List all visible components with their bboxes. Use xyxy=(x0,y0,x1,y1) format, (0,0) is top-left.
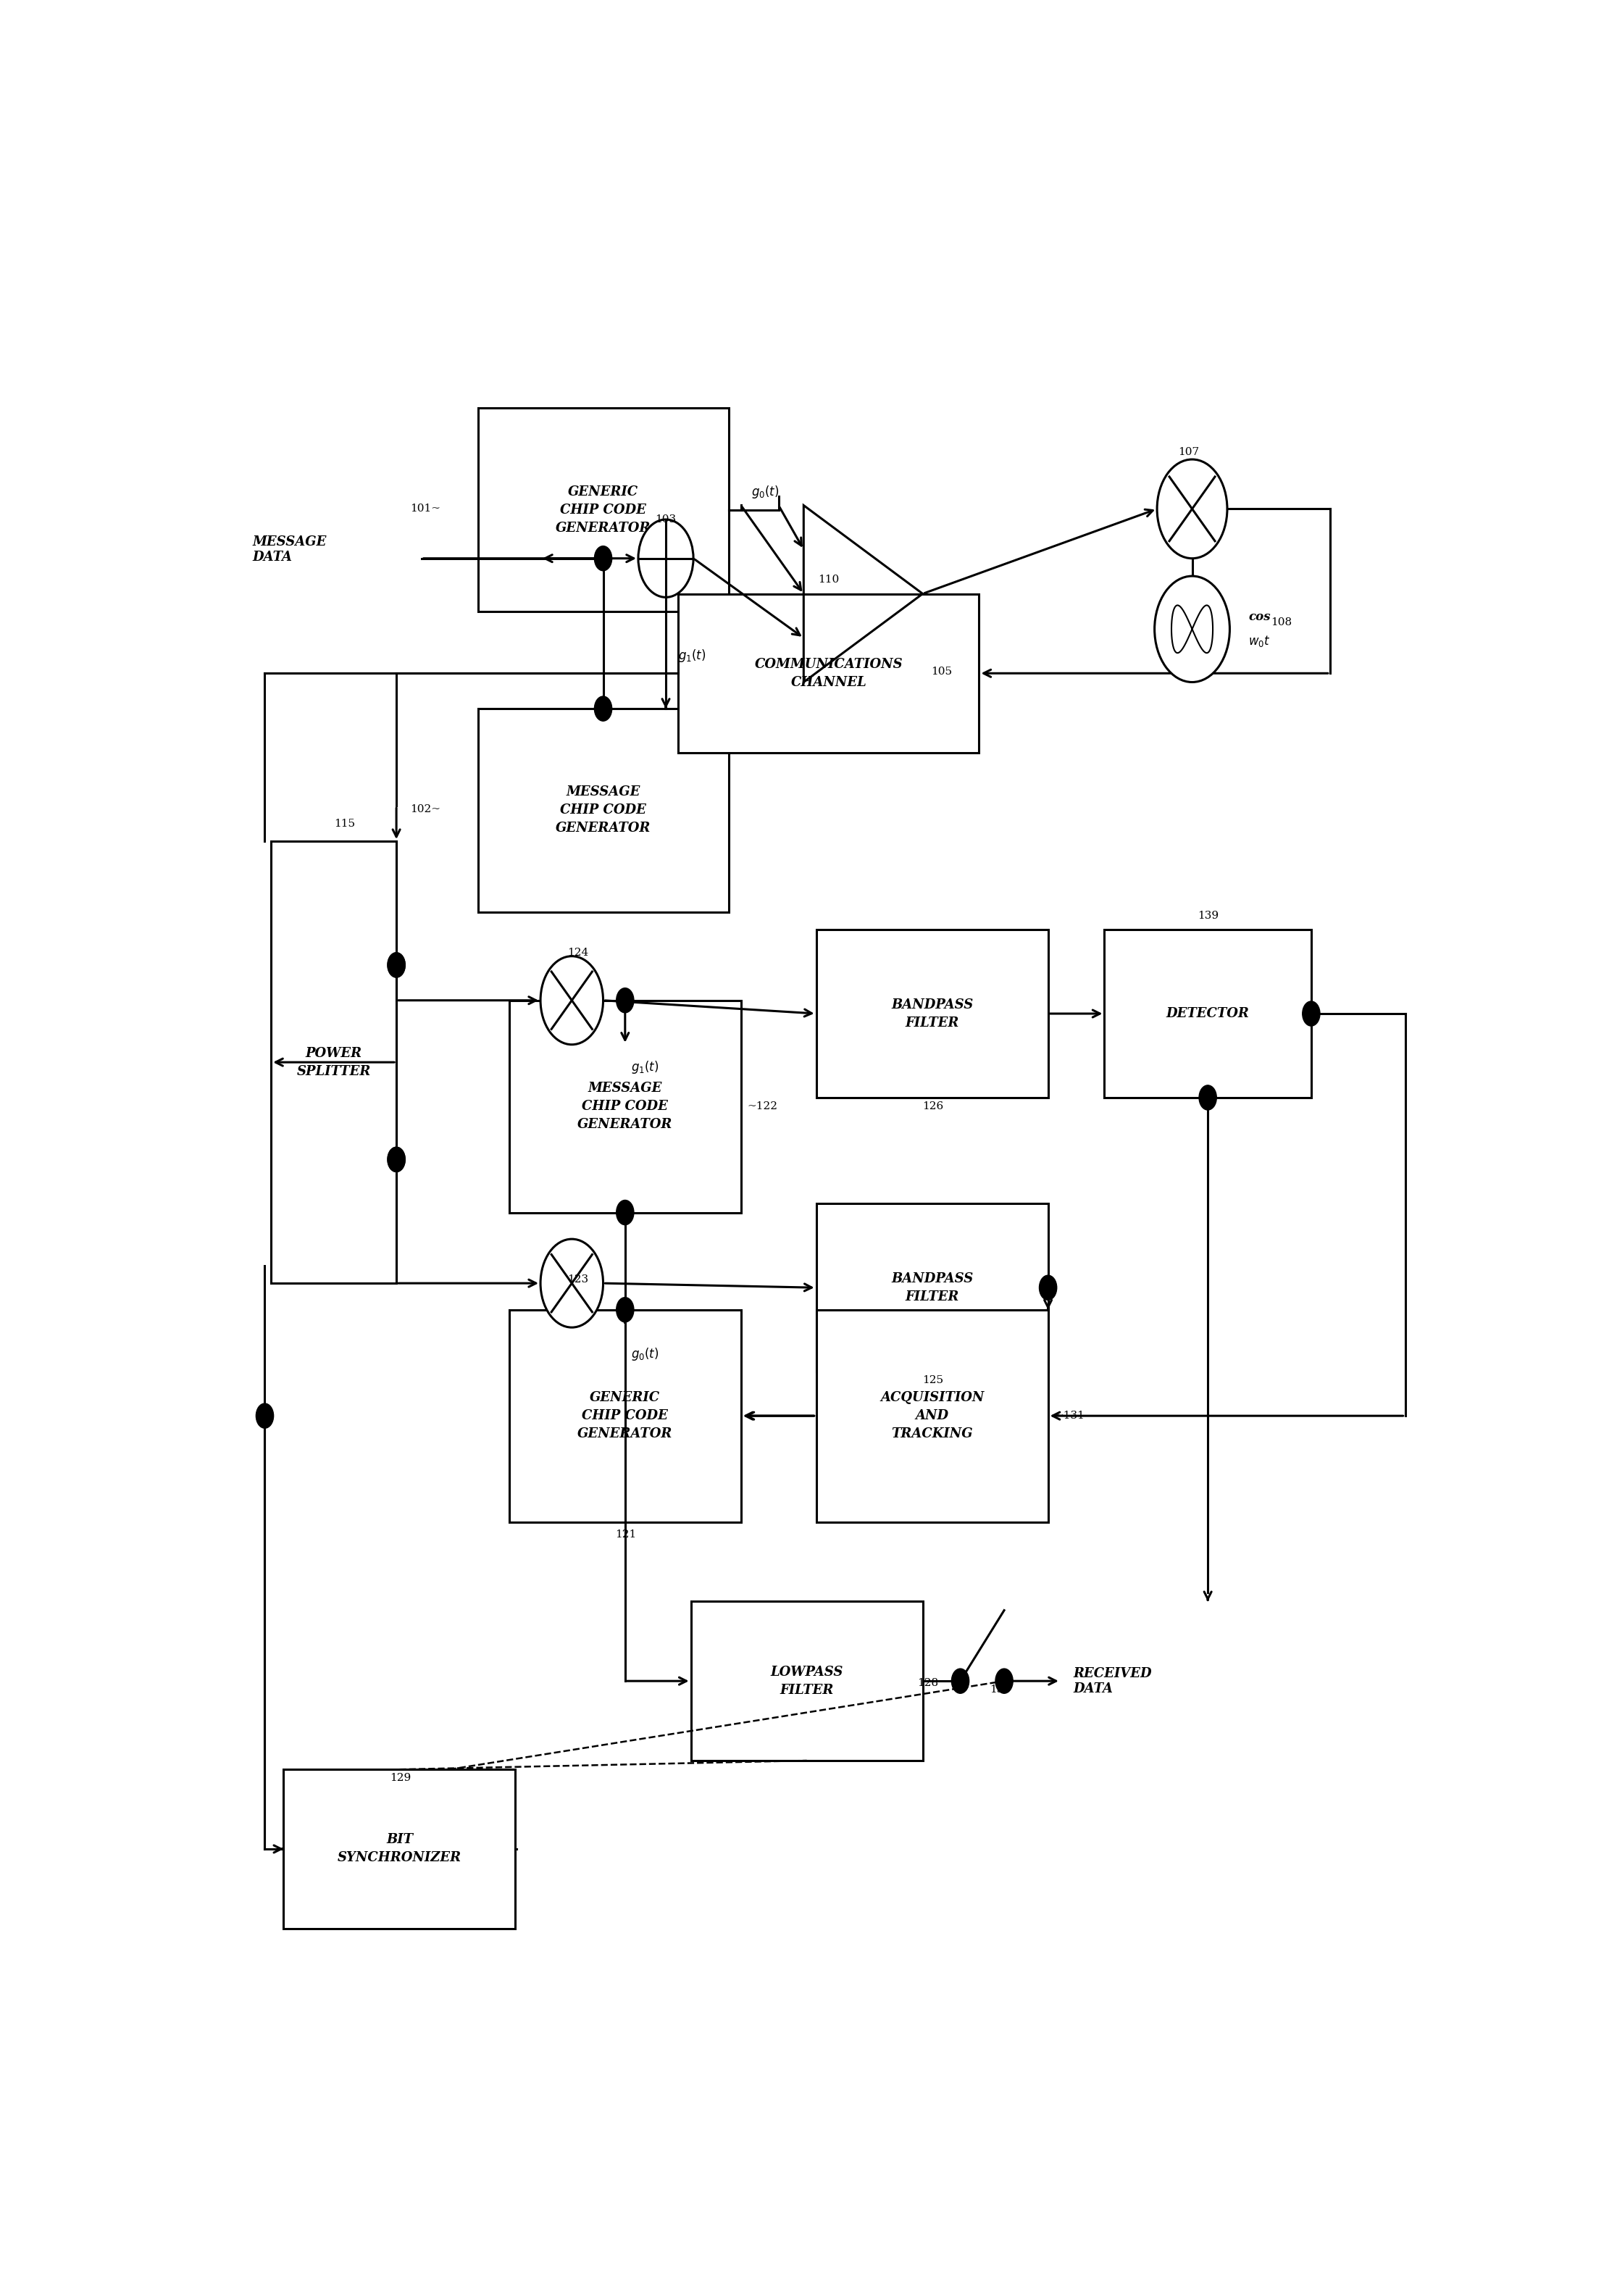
Bar xyxy=(817,1309,1048,1522)
Text: 105: 105 xyxy=(931,666,952,677)
Text: ACQUISITION
AND
TRACKING: ACQUISITION AND TRACKING xyxy=(880,1391,985,1440)
Text: DETECTOR: DETECTOR xyxy=(1166,1008,1250,1019)
Circle shape xyxy=(639,519,694,597)
Text: GENERIC
CHIP CODE
GENERATOR: GENERIC CHIP CODE GENERATOR xyxy=(556,484,650,535)
Text: $g_0(t)$: $g_0(t)$ xyxy=(750,484,779,501)
Text: MESSAGE
DATA: MESSAGE DATA xyxy=(252,535,327,563)
Bar xyxy=(1104,930,1311,1097)
Circle shape xyxy=(1302,1001,1319,1026)
Text: 110: 110 xyxy=(818,574,839,585)
Text: 126: 126 xyxy=(922,1102,943,1111)
Text: 107: 107 xyxy=(1177,448,1198,457)
Text: 139: 139 xyxy=(1198,912,1219,921)
Circle shape xyxy=(388,1148,406,1171)
Circle shape xyxy=(388,953,406,978)
Circle shape xyxy=(996,1669,1012,1694)
Circle shape xyxy=(1158,459,1227,558)
Bar xyxy=(817,1203,1048,1371)
Circle shape xyxy=(540,955,603,1045)
Circle shape xyxy=(388,953,406,978)
Circle shape xyxy=(951,1669,969,1694)
Text: BANDPASS
FILTER: BANDPASS FILTER xyxy=(891,1272,973,1304)
Text: $g_0(t)$: $g_0(t)$ xyxy=(631,1345,660,1362)
Text: 121: 121 xyxy=(614,1529,637,1538)
Text: RECEIVED
DATA: RECEIVED DATA xyxy=(1074,1667,1151,1694)
Text: 102~: 102~ xyxy=(409,804,440,815)
Text: ~122: ~122 xyxy=(747,1102,778,1111)
Text: MESSAGE
CHIP CODE
GENERATOR: MESSAGE CHIP CODE GENERATOR xyxy=(577,1081,673,1132)
Text: 128: 128 xyxy=(917,1678,938,1688)
Circle shape xyxy=(540,1240,603,1327)
Circle shape xyxy=(1040,1274,1058,1300)
Circle shape xyxy=(255,1403,273,1428)
Text: 123: 123 xyxy=(568,1274,589,1286)
Text: BANDPASS
FILTER: BANDPASS FILTER xyxy=(891,999,973,1029)
Text: 115: 115 xyxy=(333,817,354,829)
Text: BIT
SYNCHRONIZER: BIT SYNCHRONIZER xyxy=(338,1835,461,1864)
Circle shape xyxy=(1200,1086,1216,1109)
Text: $g_1(t)$: $g_1(t)$ xyxy=(679,647,707,664)
Text: $g_1(t)$: $g_1(t)$ xyxy=(631,1058,660,1075)
Circle shape xyxy=(388,1148,406,1171)
Bar xyxy=(479,409,728,611)
Text: 130: 130 xyxy=(990,1685,1011,1694)
Bar xyxy=(272,840,396,1283)
Bar xyxy=(509,1001,741,1212)
Circle shape xyxy=(616,987,634,1013)
Bar xyxy=(283,1770,516,1929)
Bar xyxy=(690,1603,923,1761)
Bar xyxy=(679,595,978,753)
Circle shape xyxy=(616,1201,634,1224)
Text: POWER
SPLITTER: POWER SPLITTER xyxy=(296,1047,370,1077)
Circle shape xyxy=(595,696,611,721)
Text: 129: 129 xyxy=(390,1773,411,1784)
Text: 125: 125 xyxy=(922,1375,943,1384)
Text: cos: cos xyxy=(1248,611,1271,622)
Text: MESSAGE
CHIP CODE
GENERATOR: MESSAGE CHIP CODE GENERATOR xyxy=(556,785,650,836)
Text: LOWPASS
FILTER: LOWPASS FILTER xyxy=(770,1665,842,1697)
Text: 101~: 101~ xyxy=(409,503,440,514)
Text: COMMUNICATIONS
CHANNEL: COMMUNICATIONS CHANNEL xyxy=(755,657,902,689)
Text: GENERIC
CHIP CODE
GENERATOR: GENERIC CHIP CODE GENERATOR xyxy=(577,1391,673,1440)
Bar xyxy=(509,1309,741,1522)
Bar xyxy=(817,930,1048,1097)
Text: ~131: ~131 xyxy=(1054,1410,1085,1421)
Text: 124: 124 xyxy=(568,948,589,957)
Circle shape xyxy=(616,1297,634,1322)
Circle shape xyxy=(1155,576,1229,682)
Circle shape xyxy=(595,546,611,572)
Text: $w_0 t$: $w_0 t$ xyxy=(1248,634,1271,650)
Bar xyxy=(479,709,728,912)
Text: 103: 103 xyxy=(655,514,676,523)
Text: 108: 108 xyxy=(1271,618,1292,627)
